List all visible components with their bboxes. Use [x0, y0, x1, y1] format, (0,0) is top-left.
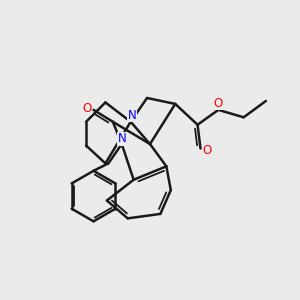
Text: N: N: [117, 132, 126, 145]
Text: N: N: [128, 109, 136, 122]
Text: O: O: [202, 143, 212, 157]
Text: O: O: [82, 102, 91, 115]
Text: O: O: [214, 97, 223, 110]
